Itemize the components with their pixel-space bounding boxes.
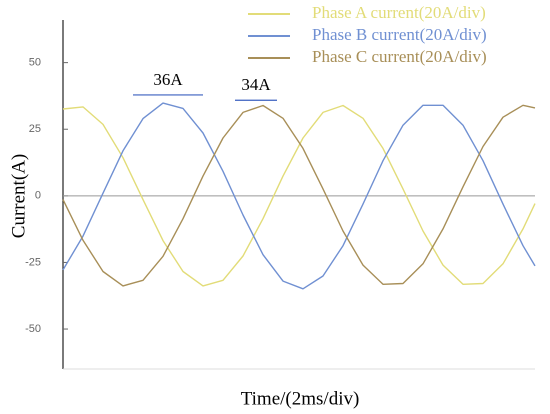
y-axis-label: Current(A): [8, 154, 29, 238]
x-axis-label: Time/(2ms/div): [241, 388, 360, 409]
legend-label: Phase C current(20A/div): [312, 47, 487, 66]
series-line: [62, 104, 536, 287]
y-tick-label: -50: [25, 323, 41, 335]
legend-label: Phase A current(20A/div): [312, 3, 486, 22]
y-tick-label: 0: [35, 190, 41, 202]
annotation-label: 36A: [153, 70, 183, 89]
annotation-label: 34A: [241, 75, 271, 94]
series-line: [62, 104, 536, 287]
y-tick-label: -25: [25, 256, 41, 268]
y-tick-label: 50: [29, 57, 41, 69]
legend-label: Phase B current(20A/div): [312, 25, 487, 44]
y-tick-label: 25: [29, 123, 41, 135]
series-line: [62, 102, 536, 290]
